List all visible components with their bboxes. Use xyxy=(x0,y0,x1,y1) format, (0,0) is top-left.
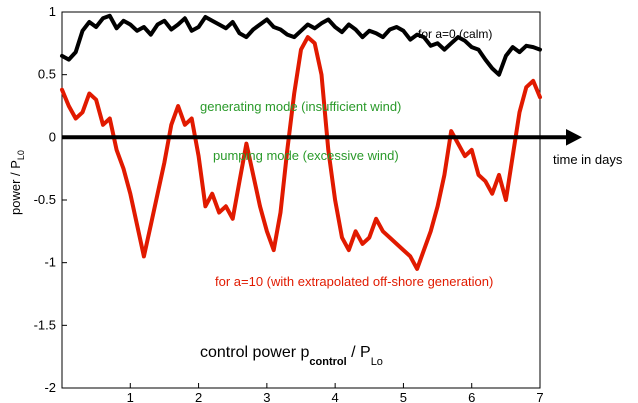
series-line-offshore xyxy=(60,35,542,271)
y-tick-label: -0.5 xyxy=(34,192,56,207)
annotation-control-power: control power pcontrol / PLo xyxy=(200,344,383,368)
annotation-pumping-mode: pumping mode (excessive wind) xyxy=(213,148,399,163)
x-tick-label: 2 xyxy=(195,390,202,403)
y-tick-label: -1.5 xyxy=(34,317,56,332)
y-tick-label: 1 xyxy=(49,4,56,19)
series-layer xyxy=(60,13,542,271)
control-power-sub2: Lo xyxy=(371,356,383,368)
x-tick-label: 6 xyxy=(468,390,475,403)
series-line-calm xyxy=(60,13,542,77)
legend-label-calm: for a=0 (calm) xyxy=(418,27,492,41)
y-tick-label: 0.5 xyxy=(38,67,56,82)
legend-label-offshore: for a=10 (with extrapolated off-shore ge… xyxy=(215,274,493,289)
x-tick-label: 7 xyxy=(536,390,543,403)
y-axis-label: power / PL0 xyxy=(8,150,26,215)
time-axis-arrowhead xyxy=(566,129,582,146)
y-axis-label-sub: L0 xyxy=(16,150,26,160)
x-tick-label: 3 xyxy=(263,390,270,403)
y-tick-label: 0 xyxy=(49,129,56,144)
x-tick-label: 1 xyxy=(127,390,134,403)
x-axis-label: time in days xyxy=(553,152,623,167)
x-tick-label: 4 xyxy=(332,390,339,403)
annotation-generating-mode: generating mode (insufficient wind) xyxy=(200,99,401,114)
y-tick-label: -2 xyxy=(44,380,56,395)
x-tick-label: 5 xyxy=(400,390,407,403)
control-power-sub: control xyxy=(309,356,346,368)
y-tick-label: -1 xyxy=(44,255,56,270)
control-power-mid: / P xyxy=(347,344,371,361)
y-axis-label-main: power / P xyxy=(8,160,23,215)
x-axis-ticks: 1 2 3 4 5 6 7 xyxy=(127,383,544,403)
y-axis-ticks: 1 0.5 0 -0.5 -1 -1.5 -2 xyxy=(34,4,67,395)
control-power-main: control power p xyxy=(200,344,309,361)
